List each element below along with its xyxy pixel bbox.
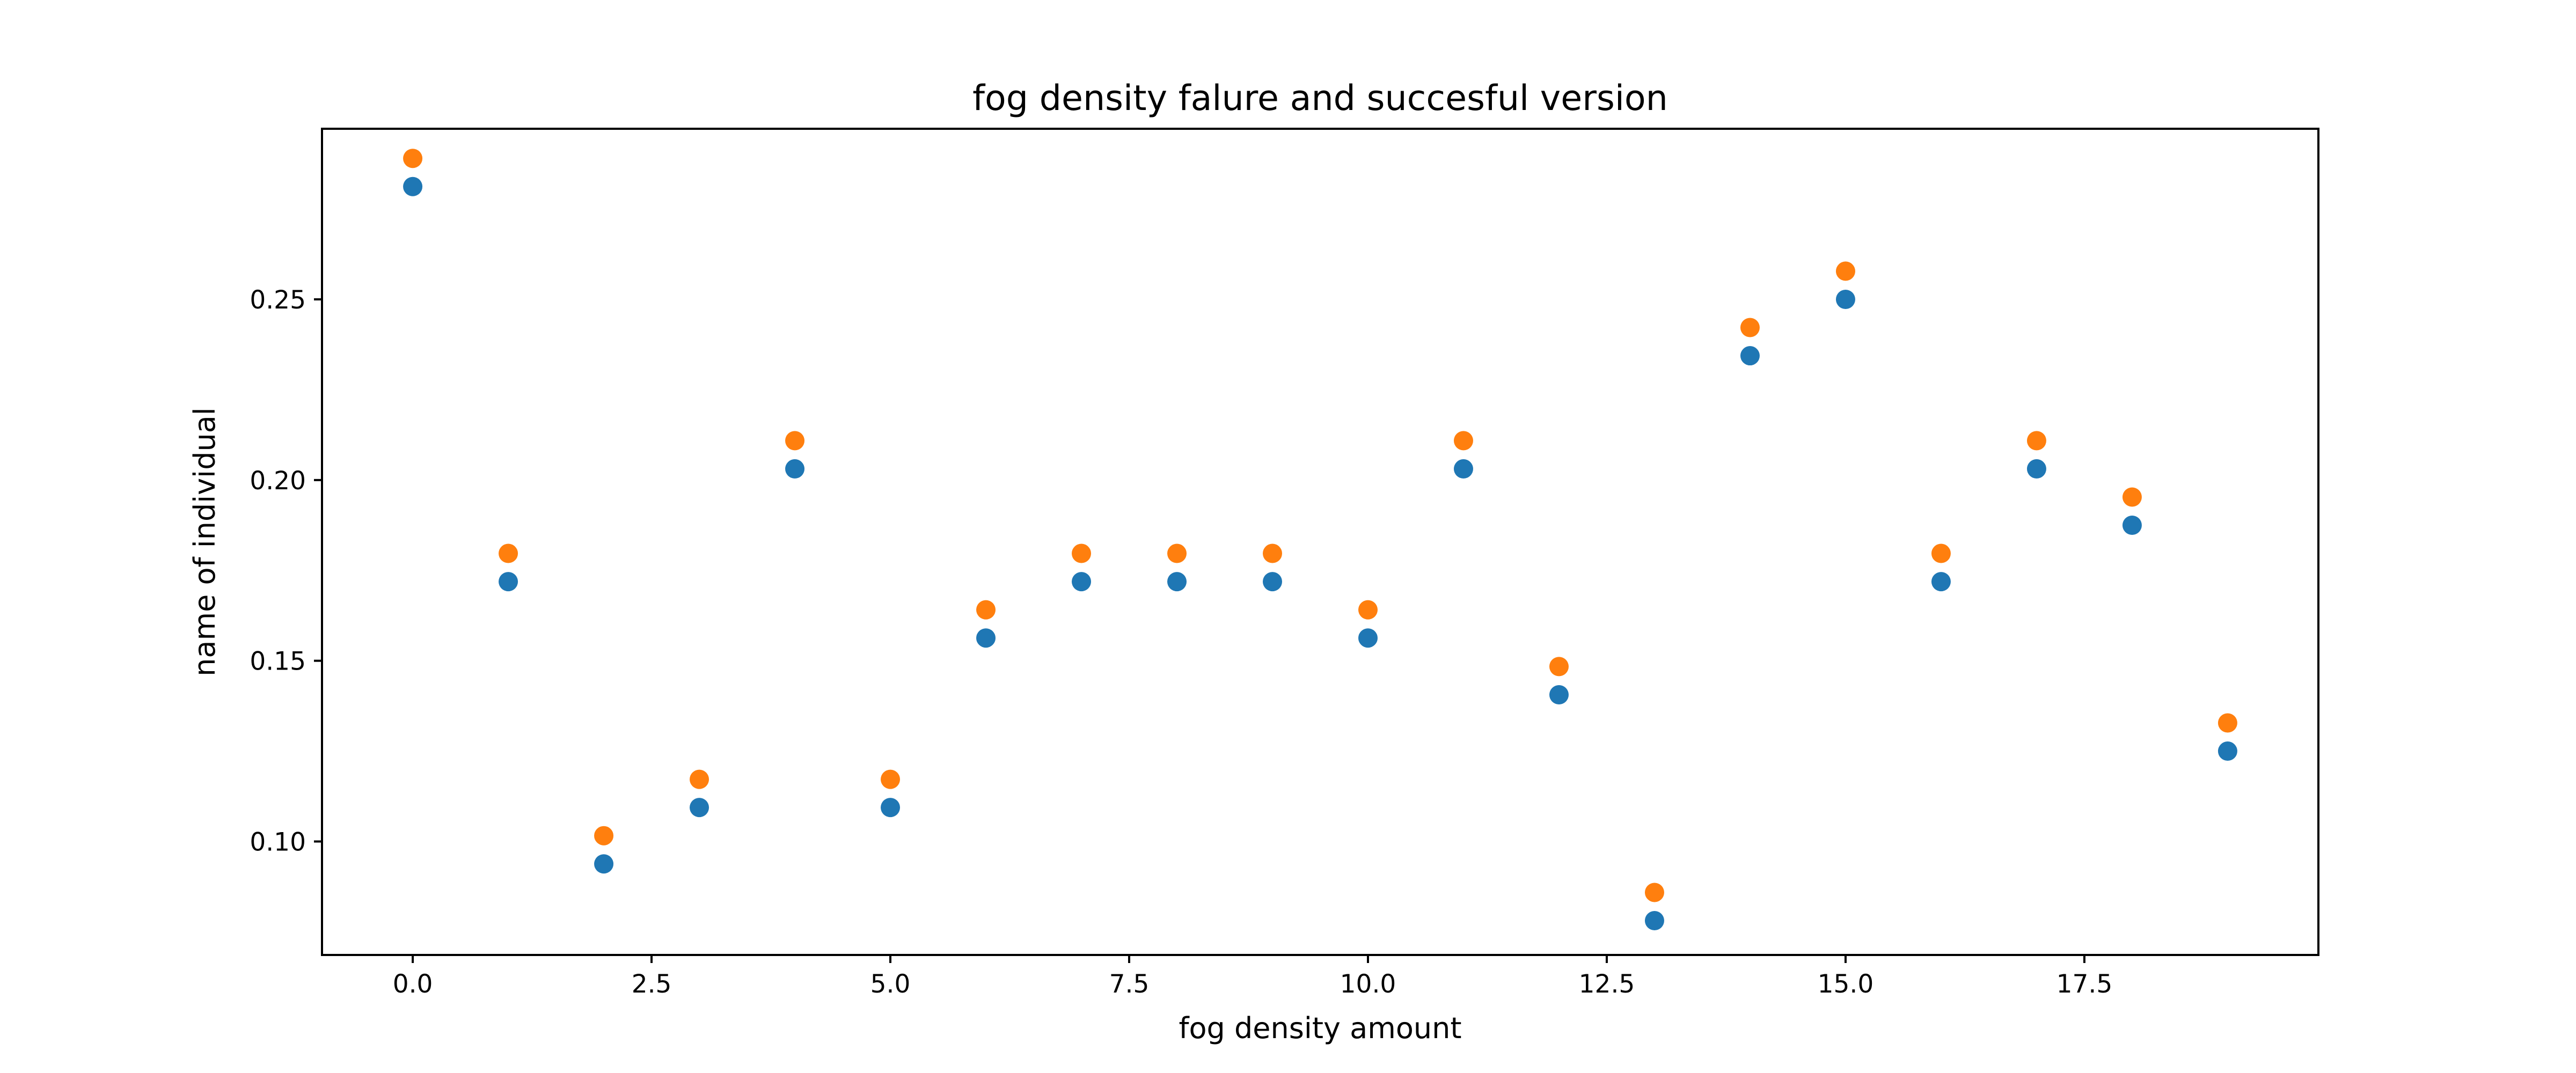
data-point-series-2	[499, 543, 518, 563]
data-point-series-2	[2026, 431, 2046, 451]
data-point-series-1	[1453, 459, 1473, 479]
x-tick-label: 10.0	[1340, 969, 1396, 999]
data-point-series-2	[2218, 713, 2237, 733]
data-point-series-2	[1358, 600, 1378, 620]
y-tick-label: 0.15	[250, 647, 306, 677]
data-point-series-2	[1931, 543, 1951, 563]
x-tick-label: 7.5	[1109, 969, 1150, 999]
y-tick-label: 0.10	[250, 827, 306, 857]
y-axis-label: name of individual	[188, 407, 222, 677]
data-point-series-1	[2218, 741, 2237, 761]
data-point-series-2	[1167, 543, 1187, 563]
x-tick-label: 0.0	[393, 969, 433, 999]
data-point-series-1	[499, 572, 518, 592]
data-point-series-1	[1167, 572, 1187, 592]
data-point-series-1	[690, 798, 709, 818]
data-point-series-2	[1263, 543, 1283, 563]
data-point-series-1	[1358, 628, 1378, 648]
data-point-series-2	[1835, 261, 1855, 281]
x-axis-label: fog density amount	[1179, 1011, 1461, 1045]
x-tick-label: 17.5	[2057, 969, 2113, 999]
x-tick-label: 15.0	[1818, 969, 1874, 999]
y-tick-label: 0.20	[250, 466, 306, 496]
data-point-series-2	[690, 769, 709, 789]
data-point-series-2	[1072, 543, 1092, 563]
plot-frame	[321, 128, 2319, 956]
data-point-series-1	[403, 177, 423, 196]
data-point-series-2	[1740, 318, 1760, 337]
data-point-series-1	[2026, 459, 2046, 479]
data-point-series-1	[881, 798, 901, 818]
data-point-series-1	[785, 459, 805, 479]
data-point-series-1	[1835, 289, 1855, 309]
data-point-series-1	[1072, 572, 1092, 592]
data-point-series-2	[785, 431, 805, 451]
data-point-series-2	[1453, 431, 1473, 451]
data-point-series-2	[2122, 487, 2142, 507]
data-point-series-1	[2122, 516, 2142, 535]
x-tick-label: 5.0	[870, 969, 911, 999]
data-point-series-1	[594, 854, 614, 874]
data-point-series-2	[1644, 883, 1664, 902]
data-point-series-2	[976, 600, 996, 620]
x-tick-label: 2.5	[632, 969, 672, 999]
data-point-series-1	[1549, 685, 1569, 704]
plot-area	[322, 129, 2318, 955]
data-point-series-2	[594, 826, 614, 846]
x-tick-label: 12.5	[1579, 969, 1635, 999]
data-point-series-1	[1263, 572, 1283, 592]
x-axis-ticks: 0.0 2.5 5.0 7.5 10.0 12.5 15.0 17.5	[393, 955, 2113, 999]
data-point-series-2	[1549, 657, 1569, 677]
chart-title: fog density falure and succesful version	[972, 78, 1668, 119]
data-point-series-1	[1740, 346, 1760, 366]
y-tick-label: 0.25	[250, 285, 306, 315]
data-point-series-1	[976, 628, 996, 648]
data-point-series-2	[403, 149, 423, 168]
data-point-series-1	[1644, 911, 1664, 931]
y-axis-ticks: 0.10 0.15 0.20 0.25	[250, 285, 322, 857]
data-point-series-2	[881, 769, 901, 789]
data-point-series-1	[1931, 572, 1951, 592]
data-points	[403, 149, 2237, 931]
